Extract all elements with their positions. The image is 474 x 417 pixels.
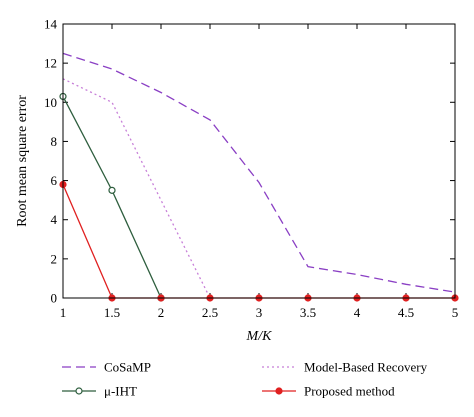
x-tick-label: 2.5 — [202, 305, 218, 320]
x-tick-label: 3.5 — [300, 305, 316, 320]
series-line — [62, 78, 211, 299]
data-point — [108, 186, 116, 194]
legend-item: CoSaMP — [62, 360, 151, 375]
x-tick-label: 2 — [158, 305, 165, 320]
y-axis-title: Root mean square error — [15, 95, 30, 227]
legend: CoSaMP Model-Based Recovery μ-IHT Proposed … — [62, 360, 428, 399]
y-tick-label: 0 — [51, 291, 58, 306]
x-tick-label: 4 — [354, 305, 361, 320]
y-tick-label: 10 — [44, 95, 57, 110]
x-axis-title: M/K — [246, 329, 273, 344]
legend-label: CoSaMP — [104, 360, 151, 375]
legend-item: Model-Based Recovery — [262, 360, 428, 375]
series-line — [62, 96, 162, 299]
series-1 — [62, 78, 211, 299]
y-tick-label: 14 — [44, 17, 58, 32]
legend-label: Proposed method — [304, 384, 395, 399]
x-tick-label: 4.5 — [398, 305, 414, 320]
y-tick-label: 2 — [51, 251, 58, 266]
y-axis-ticks: 0 2 4 6 8 10 12 14 — [44, 17, 455, 306]
legend-label: μ-IHT — [104, 384, 137, 399]
legend-marker — [275, 387, 283, 395]
series-2 — [59, 92, 165, 302]
legend-marker — [75, 387, 83, 395]
series-0 — [62, 52, 456, 293]
y-tick-label: 6 — [51, 173, 58, 188]
x-tick-label: 3 — [256, 305, 263, 320]
y-tick-label: 12 — [44, 56, 57, 71]
legend-label: Model-Based Recovery — [304, 360, 428, 375]
series-3 — [59, 180, 459, 302]
series-layer — [59, 52, 459, 302]
series-line — [62, 184, 455, 299]
y-tick-label: 4 — [51, 212, 58, 227]
x-tick-label: 5 — [452, 305, 459, 320]
x-tick-label: 1 — [60, 305, 67, 320]
series-line — [62, 52, 456, 293]
plot-frame — [62, 23, 456, 299]
x-axis-ticks: 1 1.5 2 2.5 3 3.5 4 4.5 5 — [60, 24, 459, 320]
y-tick-label: 8 — [51, 134, 58, 149]
legend-item: Proposed method — [262, 384, 395, 399]
legend-item: μ-IHT — [62, 384, 137, 399]
x-tick-label: 1.5 — [104, 305, 120, 320]
